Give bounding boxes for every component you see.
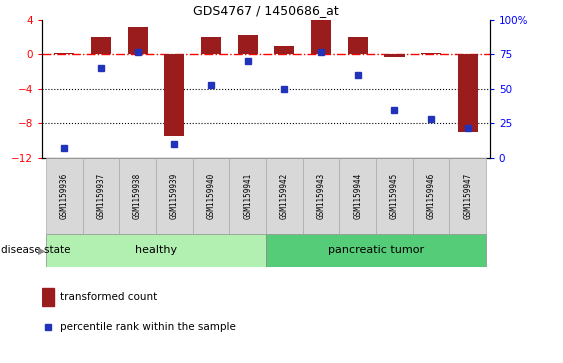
Text: transformed count: transformed count	[60, 292, 157, 302]
Bar	[266, 158, 303, 234]
Text: GSM1159940: GSM1159940	[207, 173, 216, 219]
Bar	[339, 158, 376, 234]
Bar	[164, 54, 185, 136]
Bar	[303, 158, 339, 234]
Bar	[266, 234, 486, 267]
Text: GSM1159947: GSM1159947	[463, 173, 472, 219]
Bar	[413, 158, 449, 234]
Bar	[54, 53, 74, 54]
Bar	[229, 158, 266, 234]
Bar	[46, 158, 83, 234]
Text: GSM1159936: GSM1159936	[60, 173, 69, 219]
Text: pancreatic tumor: pancreatic tumor	[328, 245, 424, 256]
Bar	[91, 37, 111, 54]
Bar	[119, 158, 156, 234]
Bar	[347, 37, 368, 54]
Bar	[201, 37, 221, 54]
Bar	[156, 158, 193, 234]
Text: healthy: healthy	[135, 245, 177, 256]
Bar	[274, 46, 294, 54]
Text: GSM1159942: GSM1159942	[280, 173, 289, 219]
Bar	[83, 158, 119, 234]
Text: GSM1159938: GSM1159938	[133, 173, 142, 219]
Text: percentile rank within the sample: percentile rank within the sample	[60, 322, 236, 332]
Text: GSM1159937: GSM1159937	[96, 173, 105, 219]
Title: GDS4767 / 1450686_at: GDS4767 / 1450686_at	[193, 4, 339, 17]
Bar	[421, 53, 441, 54]
Bar	[128, 27, 148, 54]
Bar	[458, 54, 478, 132]
Bar	[42, 288, 54, 306]
Text: GSM1159944: GSM1159944	[353, 173, 362, 219]
Bar	[238, 36, 258, 54]
Text: GSM1159941: GSM1159941	[243, 173, 252, 219]
Bar	[449, 158, 486, 234]
Bar	[193, 158, 229, 234]
Text: GSM1159939: GSM1159939	[170, 173, 179, 219]
Text: GSM1159943: GSM1159943	[316, 173, 325, 219]
Text: ▶: ▶	[38, 245, 46, 256]
Bar	[311, 20, 331, 54]
Bar	[46, 234, 266, 267]
Bar	[376, 158, 413, 234]
Text: GSM1159945: GSM1159945	[390, 173, 399, 219]
Bar	[385, 54, 404, 57]
Text: GSM1159946: GSM1159946	[427, 173, 436, 219]
Text: disease state: disease state	[1, 245, 70, 256]
